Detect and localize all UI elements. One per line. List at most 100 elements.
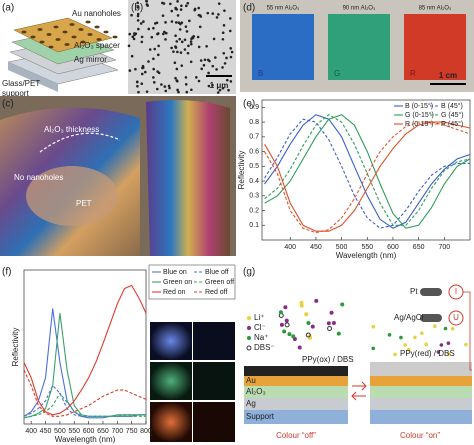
sem-dot xyxy=(189,40,193,43)
series-line xyxy=(264,121,471,232)
plot-frame xyxy=(23,269,147,425)
sem-dot xyxy=(192,35,195,38)
sem-dot xyxy=(193,8,196,12)
sem-dot xyxy=(164,89,168,93)
nanohole xyxy=(46,33,52,36)
sem-dot xyxy=(229,80,233,83)
support-side xyxy=(8,62,58,92)
annotation: PET xyxy=(76,199,92,208)
sample-thickness: 55 nm Al₂O₃ xyxy=(267,6,300,12)
sem-dot xyxy=(169,2,172,6)
ion xyxy=(446,352,451,356)
sem-dot xyxy=(197,79,201,83)
layer-label: Au nanoholes xyxy=(72,9,121,18)
legend-label: B (0-15°) xyxy=(405,102,433,110)
ppy-ox xyxy=(244,366,348,376)
panel-g: (g) Li⁺ Cl⁻ Na⁺ DBS⁻ PPy(ox) / DBS Au Al… xyxy=(243,267,472,440)
sem-dot xyxy=(176,14,180,17)
sem-dot xyxy=(229,17,232,20)
state-label: Colour “off” xyxy=(276,431,316,440)
ion xyxy=(371,346,376,351)
sem-dot xyxy=(180,64,184,67)
ion xyxy=(413,335,417,340)
sem-dot xyxy=(185,90,189,94)
sem-dot xyxy=(225,56,228,60)
sem-dot xyxy=(206,58,210,62)
ion xyxy=(387,333,392,337)
sem-dot xyxy=(130,13,133,17)
sem-dot xyxy=(199,59,203,62)
y-tick-label: 0.4 xyxy=(249,178,259,185)
layer-label: Al₂O₃ spacer xyxy=(74,41,120,50)
sem-dot xyxy=(170,9,174,13)
panel-label: (c) xyxy=(2,99,14,110)
ion xyxy=(299,303,304,308)
ion xyxy=(247,326,251,330)
ion xyxy=(399,335,403,340)
legend-label: Green off xyxy=(205,279,234,286)
ion xyxy=(247,316,251,320)
sem-dot xyxy=(180,4,183,8)
scale-label: 1 cm xyxy=(439,71,457,80)
sem-dot xyxy=(133,32,136,35)
sem-dot xyxy=(207,84,211,88)
sem-dot xyxy=(161,14,165,17)
x-tick-label: 650 xyxy=(413,244,425,251)
sem-dot xyxy=(184,4,188,8)
sem-dot xyxy=(136,1,139,5)
sem-dot xyxy=(221,37,225,41)
sem-dot xyxy=(179,51,183,54)
ion xyxy=(436,350,441,354)
ion xyxy=(297,345,302,350)
sem-dot xyxy=(190,88,193,92)
agcl-electrode xyxy=(420,314,442,322)
sem-dot xyxy=(184,83,188,86)
ion xyxy=(246,345,252,351)
ion xyxy=(403,343,407,347)
arrow xyxy=(351,391,366,401)
sem-dot xyxy=(175,40,179,43)
sample-g xyxy=(328,14,390,80)
x-tick-label: 650 xyxy=(97,428,109,435)
sem-dot xyxy=(202,63,206,67)
sem-dot xyxy=(152,81,156,84)
sem-dot xyxy=(178,37,181,41)
legend-label: Blue on xyxy=(163,269,187,276)
ion-label: Cl⁻ xyxy=(254,323,266,332)
ion-label: Na⁺ xyxy=(254,333,268,342)
nanohole xyxy=(112,35,118,39)
sem-dot xyxy=(207,71,210,75)
sem-dot xyxy=(188,19,191,23)
sem-dot xyxy=(223,9,226,12)
ion xyxy=(284,318,289,323)
nanohole xyxy=(64,43,70,46)
sem-dot xyxy=(197,13,201,17)
sem-dot xyxy=(211,64,215,68)
ion-field xyxy=(278,298,468,357)
sample-letter: G xyxy=(334,69,340,78)
sample-thickness: 85 nm Al₂O₃ xyxy=(419,6,452,12)
al2o3-layer xyxy=(244,386,348,398)
nanohole xyxy=(37,28,43,31)
annotation: Al₂O₃ thickness xyxy=(44,125,99,134)
sem-dot xyxy=(147,27,151,31)
pt-electrode xyxy=(420,288,442,296)
y-axis-label: Reflectivity xyxy=(11,328,20,367)
x-tick-label: 600 xyxy=(387,244,399,251)
ion xyxy=(420,331,424,335)
nanohole xyxy=(39,40,45,44)
x-tick-label: 500 xyxy=(54,428,66,435)
au-layer xyxy=(244,376,348,386)
sem-dot xyxy=(162,2,166,5)
sem-dot xyxy=(132,37,136,41)
nanohole xyxy=(96,38,102,41)
series-line xyxy=(23,369,147,417)
sem-dot xyxy=(127,44,131,48)
ion xyxy=(326,321,331,326)
sem-dot xyxy=(148,48,152,51)
legend-label: Red on xyxy=(163,289,186,296)
layer-label: PPy(red) / DBS xyxy=(400,349,455,358)
sem-dot xyxy=(189,42,193,46)
nanohole xyxy=(87,33,93,36)
wire xyxy=(463,291,472,371)
